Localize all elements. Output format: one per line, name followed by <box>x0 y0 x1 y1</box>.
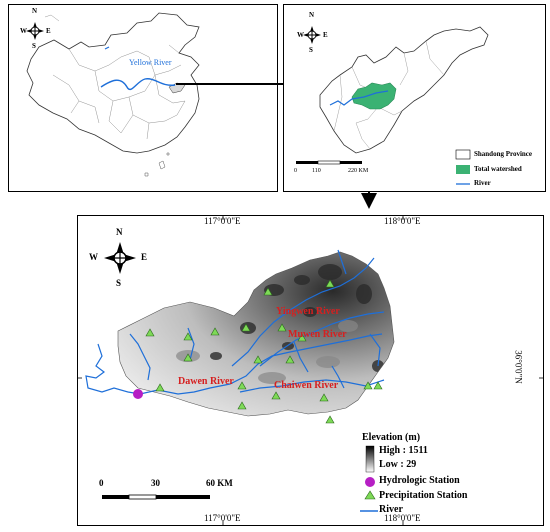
river-yingwen <box>231 257 375 367</box>
shandong-map-svg <box>296 26 489 185</box>
legend-province-label: Shandong Province <box>474 150 533 158</box>
compass-north: N <box>309 11 315 19</box>
lat-label-right: 36°0'0"N <box>513 350 524 384</box>
station-marker <box>277 323 287 332</box>
legend-precip-symbol <box>364 490 376 500</box>
legend-elevation-high: High : 1511 <box>379 445 428 456</box>
lat-label-left: 36°0'0"N <box>77 350 78 383</box>
legend-hydro-symbol <box>365 477 375 487</box>
river-chaiwen <box>239 379 385 393</box>
compass-south: S <box>116 278 122 288</box>
station-marker <box>363 381 373 390</box>
hydrologic-station-marker <box>133 389 143 399</box>
shandong-scale-bar <box>296 160 362 165</box>
scale-tick-0: 0 <box>99 478 104 488</box>
station-marker <box>297 333 307 342</box>
lon-label-top-118: 118°0'0"E <box>384 216 421 226</box>
river-label-dawen: Dawen River <box>178 376 234 387</box>
shandong-river-line <box>329 90 389 106</box>
station-marker <box>155 383 165 392</box>
watershed-scale-bar <box>102 494 210 500</box>
legend-elevation-bar <box>365 445 375 473</box>
compass-north: N <box>32 7 38 15</box>
china-map-svg <box>26 12 200 177</box>
station-marker <box>237 381 247 390</box>
station-marker <box>210 327 220 336</box>
province-lines <box>52 44 186 140</box>
river-muwen <box>259 311 385 367</box>
compass-east: E <box>323 31 328 39</box>
station-marker <box>241 323 251 332</box>
scale-tick-1: 30 <box>151 478 160 488</box>
china-outline <box>26 12 200 154</box>
station-marker <box>183 332 193 341</box>
legend-swatch-province <box>455 149 471 160</box>
compass-icon <box>104 242 136 274</box>
legend-river-label: River <box>474 179 491 187</box>
lon-label-top-117: 117°0'0"E <box>204 216 241 226</box>
river-label-muwen: Muwen River <box>288 329 347 340</box>
graticule-ticks <box>78 216 543 525</box>
compass-south: S <box>32 42 36 50</box>
legend-precip-label: Precipitation Station <box>379 490 468 501</box>
station-marker <box>145 328 155 337</box>
station-marker <box>183 353 193 362</box>
scale-tick-2: 60 KM <box>206 478 233 488</box>
compass-west: W <box>89 252 98 262</box>
lon-label-bottom-117: 117°0'0"E <box>204 513 241 523</box>
scale-tick-0: 0 <box>294 168 297 174</box>
total-watershed-area <box>351 82 397 110</box>
station-marker <box>253 355 263 364</box>
compass-icon <box>26 22 44 40</box>
shandong-map-panel: N S W E 0 110 220 KM Shandong Province T… <box>283 4 546 192</box>
watershed-map-svg <box>78 216 543 525</box>
legend-hydro-label: Hydrologic Station <box>379 475 460 486</box>
legend-river-label: River <box>379 504 403 515</box>
legend-elevation-title: Elevation (m) <box>362 432 421 443</box>
yellow-river-label: Yellow River <box>129 58 172 67</box>
compass-north: N <box>116 227 123 237</box>
scale-tick-2: 220 KM <box>348 168 369 174</box>
shandong-outline <box>319 26 489 154</box>
china-map-panel: N S W E Yellow River <box>8 4 278 192</box>
compass-east: E <box>46 27 51 35</box>
compass-south: S <box>309 46 313 54</box>
lon-label-bottom-118: 118°0'0"E <box>384 513 421 523</box>
station-marker <box>319 393 329 402</box>
scale-tick-1: 110 <box>312 168 321 174</box>
legend-elevation-low: Low : 29 <box>379 459 417 470</box>
compass-west: W <box>20 27 27 35</box>
station-marker <box>325 415 335 424</box>
station-marker <box>263 287 273 296</box>
river-dawen <box>85 333 383 395</box>
compass-west: W <box>297 31 304 39</box>
river-label-chaiwen: Chaiwen River <box>274 380 339 391</box>
legend-watershed-label: Total watershed <box>474 165 522 173</box>
compass-east: E <box>141 252 148 262</box>
river-network <box>85 249 385 395</box>
river-label-yingwen: Yingwen River <box>276 306 340 317</box>
yellow-river-line <box>100 78 176 91</box>
watershed-map-panel: N S W E 117°0'0"E 118°0'0"E 117°0'0"E 11… <box>77 215 544 526</box>
station-marker <box>325 279 335 288</box>
station-marker <box>271 391 281 400</box>
station-marker <box>285 355 295 364</box>
station-marker <box>373 381 383 390</box>
islands <box>144 152 170 177</box>
precipitation-stations <box>145 279 383 424</box>
station-marker <box>237 401 247 410</box>
compass-icon <box>303 26 321 44</box>
legend-swatch-watershed <box>456 165 470 174</box>
